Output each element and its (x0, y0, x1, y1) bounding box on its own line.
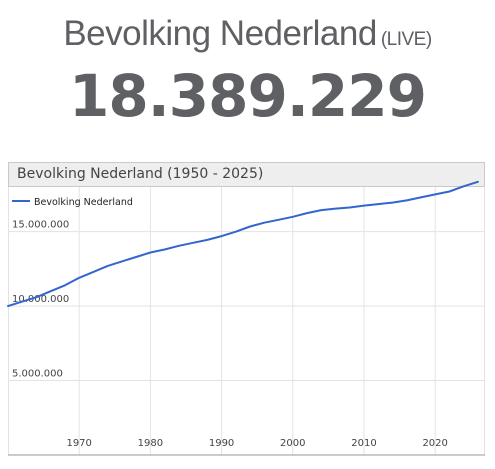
x-tick-label: 1970 (66, 438, 91, 449)
chart-area (8, 187, 485, 455)
live-label: (LIVE) (380, 29, 432, 50)
page-title: Bevolking Nederland (LIVE) (0, 14, 495, 54)
title-text: Bevolking Nederland (63, 14, 377, 53)
y-tick-label: 10.000.000 (12, 294, 69, 305)
population-counter: 18.389.229 (69, 62, 427, 130)
x-tick-label: 2010 (351, 438, 376, 449)
chart-title-bar: Bevolking Nederland (1950 - 2025) (8, 162, 485, 187)
x-tick-label: 2020 (422, 438, 447, 449)
x-tick-label: 1980 (138, 438, 163, 449)
series-line (7, 180, 479, 308)
legend-label: Bevolking Nederland (34, 197, 133, 208)
y-tick-label: 5.000.000 (12, 369, 63, 380)
y-tick-label: 15.000.000 (12, 220, 69, 231)
x-tick-label: 2000 (280, 438, 305, 449)
x-tick-label: 1990 (209, 438, 234, 449)
